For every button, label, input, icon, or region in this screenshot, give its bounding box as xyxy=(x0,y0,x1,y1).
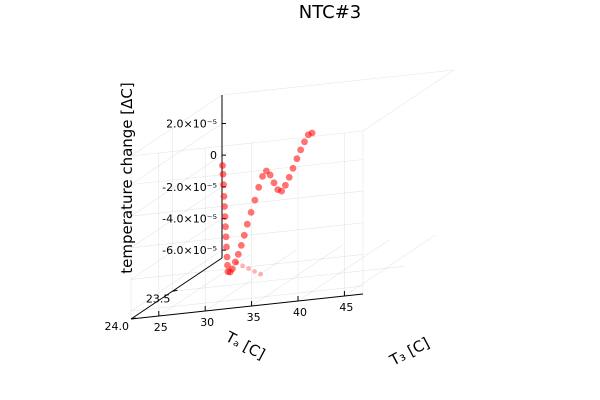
data-point xyxy=(278,187,285,195)
data-point xyxy=(289,164,297,172)
data-point xyxy=(247,209,255,216)
data-point xyxy=(246,266,252,271)
grid-line-z-back xyxy=(130,285,364,312)
data-point xyxy=(259,173,266,180)
x-tick-label: 45 xyxy=(339,301,353,314)
box-edge xyxy=(362,69,455,132)
grid-line-z-left xyxy=(130,186,223,249)
x-tick-label: 40 xyxy=(293,306,307,319)
data-point xyxy=(222,233,230,241)
y-tick-label: 24.0 xyxy=(105,320,130,333)
y-axis-line xyxy=(130,257,223,320)
data-point xyxy=(308,129,316,137)
data-point xyxy=(240,231,248,239)
data-point xyxy=(234,260,240,266)
data-point xyxy=(220,181,227,189)
data-point xyxy=(258,271,263,277)
z-tick-label: 2.0×10⁻⁵ xyxy=(166,118,217,131)
data-point xyxy=(219,170,227,178)
z-tick-label: -6.0×10⁻⁵ xyxy=(162,244,217,257)
grid-line-z-back xyxy=(130,254,364,280)
data-point xyxy=(229,265,236,273)
data-point xyxy=(219,162,226,169)
grid-line-x-floor xyxy=(297,239,390,302)
grid-line-z-left xyxy=(130,154,223,217)
data-point xyxy=(266,171,274,179)
y-tick-label: 23.5 xyxy=(146,292,171,305)
x-tick-label: 35 xyxy=(247,311,261,324)
data-point xyxy=(224,261,231,269)
data-point xyxy=(243,220,251,228)
y-tick-mark xyxy=(172,289,178,292)
data-point xyxy=(293,155,301,163)
data-point xyxy=(220,193,228,200)
chart-title: NTC#3 xyxy=(299,2,362,23)
data-point xyxy=(221,203,228,210)
data-points xyxy=(219,129,316,277)
z-tick-label: 0 xyxy=(210,149,217,162)
data-point xyxy=(221,213,229,221)
grid-line-y-floor xyxy=(172,266,405,292)
z-axis-label: temperature change [ΔC] xyxy=(118,82,136,273)
data-point xyxy=(282,181,289,189)
z-tick-label: -4.0×10⁻⁵ xyxy=(162,212,217,225)
data-point xyxy=(297,146,305,154)
x-axis-line xyxy=(130,293,364,320)
grid-line-x-floor xyxy=(251,244,343,307)
data-point xyxy=(237,242,245,249)
y-axis-label: Tₐ [C] xyxy=(222,327,268,363)
grid-layer xyxy=(130,69,455,320)
grid-line-z-left xyxy=(130,249,223,312)
grid-line-x-floor xyxy=(344,234,436,297)
grid-line-z-back xyxy=(130,190,364,217)
data-point xyxy=(270,179,278,187)
y-tick-mark xyxy=(130,317,137,320)
data-point xyxy=(255,183,263,191)
data-point xyxy=(251,196,259,204)
data-point xyxy=(222,223,229,231)
tick-layer: 2.0×10⁻⁵ 0 -2.0×10⁻⁵ -4.0×10⁻⁵ -6.0×10⁻⁵ 23.5… xyxy=(105,118,354,335)
x-axis-label: T₃ [C] xyxy=(386,334,433,370)
data-point xyxy=(234,250,242,258)
grid-line-z-left xyxy=(130,123,223,185)
grid-line-x-floor xyxy=(205,249,297,312)
x-tick-label: 25 xyxy=(154,321,168,334)
data-point xyxy=(223,253,231,261)
grid-line-z-back xyxy=(130,159,364,185)
data-point xyxy=(223,243,230,251)
x-tick-label: 30 xyxy=(200,316,214,329)
data-point xyxy=(240,263,246,269)
data-point xyxy=(252,269,257,274)
z-tick-label: -2.0×10⁻⁵ xyxy=(162,181,217,194)
data-point xyxy=(301,138,308,146)
box-edge xyxy=(130,130,364,157)
data-point xyxy=(285,173,293,181)
box-edge xyxy=(221,69,455,96)
data-point xyxy=(231,258,239,266)
grid-line-z-left xyxy=(130,218,223,280)
box-edge xyxy=(130,94,223,157)
